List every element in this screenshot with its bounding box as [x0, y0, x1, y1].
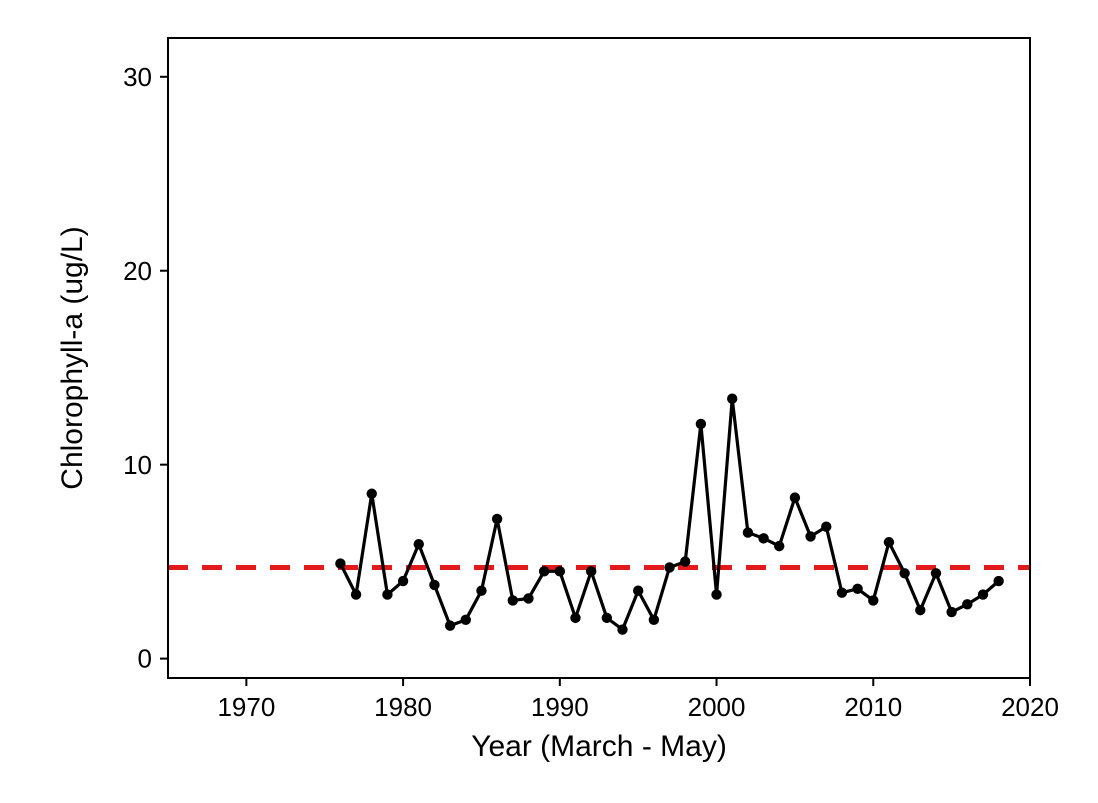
series-point [915, 605, 925, 615]
series-point [884, 537, 894, 547]
series-point [743, 527, 753, 537]
chart-container: 1970 1980 1990 2000 2010 2020 0 10 20 30 Year (Mar… [0, 0, 1098, 803]
series-point [711, 589, 721, 599]
series-point [790, 492, 800, 502]
series-point [931, 568, 941, 578]
series-point [649, 615, 659, 625]
series-point [868, 595, 878, 605]
series-point [962, 599, 972, 609]
x-tick-label: 1980 [374, 692, 432, 722]
series-point [899, 568, 909, 578]
series-point [539, 566, 549, 576]
x-tick-label: 1990 [531, 692, 589, 722]
series-point [429, 580, 439, 590]
series-point [476, 586, 486, 596]
series-point [821, 522, 831, 532]
series-point [805, 531, 815, 541]
y-tick-label: 20 [123, 256, 152, 286]
series-point [335, 558, 345, 568]
series-point [461, 615, 471, 625]
series-point [523, 593, 533, 603]
x-tick-label: 2010 [844, 692, 902, 722]
series-point [508, 595, 518, 605]
y-tick-label: 0 [138, 644, 152, 674]
y-tick-label: 30 [123, 62, 152, 92]
series-point [727, 394, 737, 404]
plot-panel [168, 38, 1030, 678]
series-point [946, 607, 956, 617]
series-point [837, 587, 847, 597]
x-tick-label: 2000 [688, 692, 746, 722]
series-point [367, 489, 377, 499]
series-point [617, 624, 627, 634]
chlorophyll-timeseries-chart: 1970 1980 1990 2000 2010 2020 0 10 20 30 Year (Mar… [0, 0, 1098, 803]
series-point [633, 586, 643, 596]
series-point [570, 613, 580, 623]
series-point [774, 541, 784, 551]
series-point [492, 514, 502, 524]
series-point [414, 539, 424, 549]
series-point [680, 556, 690, 566]
series-point [993, 576, 1003, 586]
x-tick-label: 1970 [217, 692, 275, 722]
series-point [602, 613, 612, 623]
series-point [382, 589, 392, 599]
series-point [852, 584, 862, 594]
series-point [445, 620, 455, 630]
series-point [758, 533, 768, 543]
y-axis-title: Chlorophyll-a (ug/L) [56, 226, 89, 489]
series-point [555, 566, 565, 576]
x-tick-label: 2020 [1001, 692, 1059, 722]
series-point [398, 576, 408, 586]
series-point [978, 589, 988, 599]
series-point [351, 589, 361, 599]
y-tick-label: 10 [123, 450, 152, 480]
series-point [586, 566, 596, 576]
x-axis-title: Year (March - May) [471, 730, 727, 763]
series-point [664, 562, 674, 572]
series-point [696, 419, 706, 429]
